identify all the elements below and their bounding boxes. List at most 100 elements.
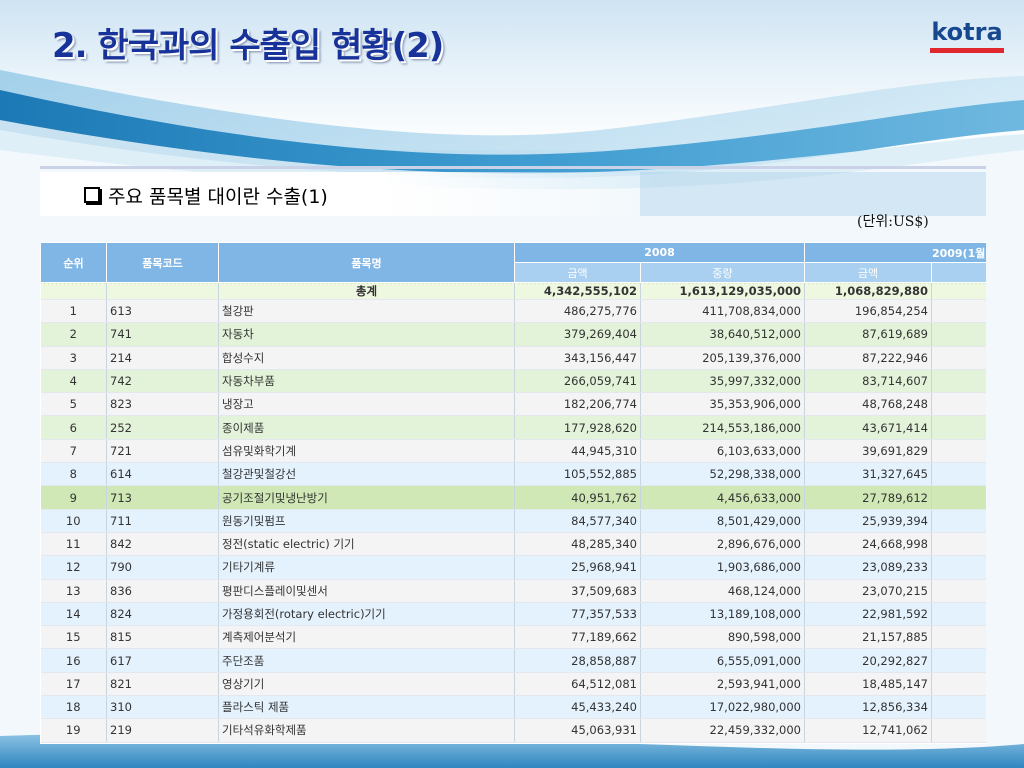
row-rank: 6 <box>40 415 107 440</box>
row-code: 742 <box>106 369 219 394</box>
row-amount-2009: 196,854,254 <box>804 299 932 324</box>
row-amount-2008: 77,357,533 <box>514 602 641 627</box>
table-row: 15 815 계측제어분석기 77,189,662 890,598,000 21,157,… <box>40 625 986 650</box>
row-amount-2009: 87,619,689 <box>804 322 932 347</box>
row-code: 842 <box>106 532 219 557</box>
row-rank: 18 <box>40 695 107 720</box>
row-amount-2009: 22,981,592 <box>804 602 932 627</box>
row-weight-2008: 205,139,376,000 <box>640 346 805 370</box>
table-row: 1 613 철강판 486,275,776 411,708,834,000 196,854… <box>40 299 986 324</box>
row-name: 주단조품 <box>218 648 515 673</box>
table-row: 17 821 영상기기 64,512,081 2,593,941,000 18,485,1… <box>40 672 986 697</box>
row-code: 617 <box>106 648 219 673</box>
table-row: 11 842 정전(static electric) 기기 48,285,340 2,8… <box>40 532 986 557</box>
kotra-logo: kotra <box>924 12 1010 54</box>
row-name: 자동차 <box>218 322 515 347</box>
row-blank <box>931 625 986 650</box>
row-code: 310 <box>106 695 219 720</box>
table-row: 10 711 원동기및펌프 84,577,340 8,501,429,000 25,939… <box>40 509 986 533</box>
row-rank: 14 <box>40 602 107 627</box>
row-code: 824 <box>106 602 219 627</box>
row-code: 219 <box>106 718 219 743</box>
row-blank <box>931 718 986 743</box>
row-name: 원동기및펌프 <box>218 509 515 533</box>
row-amount-2008: 45,433,240 <box>514 695 641 720</box>
row-name: 가정용회전(rotary electric)기기 <box>218 602 515 627</box>
row-rank: 4 <box>40 369 107 394</box>
row-weight-2008: 2,593,941,000 <box>640 672 805 697</box>
row-name: 영상기기 <box>218 672 515 697</box>
header-name: 품목명 <box>218 242 515 283</box>
row-name: 계측제어분석기 <box>218 625 515 650</box>
row-weight-2008: 35,997,332,000 <box>640 369 805 394</box>
row-weight-2008: 52,298,338,000 <box>640 462 805 487</box>
table-row: 12 790 기타기계류 25,968,941 1,903,686,000 23,089,… <box>40 555 986 580</box>
total-amount-2009: 1,068,829,880 <box>804 282 932 300</box>
row-blank <box>931 346 986 370</box>
row-blank <box>931 299 986 324</box>
row-weight-2008: 411,708,834,000 <box>640 299 805 324</box>
subtitle-text: 주요 품목별 대이란 수출(1) <box>108 186 328 208</box>
row-code: 713 <box>106 485 219 510</box>
table-row: 16 617 주단조품 28,858,887 6,555,091,000 20,292,8… <box>40 648 986 673</box>
row-amount-2009: 83,714,607 <box>804 369 932 394</box>
row-weight-2008: 13,189,108,000 <box>640 602 805 627</box>
logo-wordmark: kotra <box>931 18 1003 46</box>
row-name: 합성수지 <box>218 346 515 370</box>
row-rank: 16 <box>40 648 107 673</box>
row-name: 냉장고 <box>218 392 515 417</box>
header-rank: 순위 <box>40 242 107 283</box>
row-rank: 3 <box>40 346 107 370</box>
row-amount-2009: 18,485,147 <box>804 672 932 697</box>
row-name: 정전(static electric) 기기 <box>218 532 515 557</box>
table-row: 7 721 섬유및화학기계 44,945,310 6,103,633,000 39,691… <box>40 439 986 464</box>
row-rank: 19 <box>40 718 107 743</box>
row-weight-2008: 890,598,000 <box>640 625 805 650</box>
row-rank: 1 <box>40 299 107 324</box>
row-name: 철강판 <box>218 299 515 324</box>
row-amount-2008: 182,206,774 <box>514 392 641 417</box>
row-amount-2008: 486,275,776 <box>514 299 641 324</box>
row-amount-2009: 48,768,248 <box>804 392 932 417</box>
row-amount-2009: 20,292,827 <box>804 648 932 673</box>
row-code: 741 <box>106 322 219 347</box>
row-blank <box>931 439 986 464</box>
header-blank <box>931 262 986 283</box>
table-row: 9 713 공기조절기및냉난방기 40,951,762 4,456,633,000 27,… <box>40 485 986 510</box>
table-row: 8 614 철강관및철강선 105,552,885 52,298,338,000 31,3… <box>40 462 986 487</box>
row-rank: 9 <box>40 485 107 510</box>
row-weight-2008: 8,501,429,000 <box>640 509 805 533</box>
logo-underline <box>930 48 1004 53</box>
row-name: 플라스틱 제품 <box>218 695 515 720</box>
row-blank <box>931 695 986 720</box>
row-amount-2008: 105,552,885 <box>514 462 641 487</box>
row-amount-2008: 40,951,762 <box>514 485 641 510</box>
row-blank <box>931 415 986 440</box>
row-code: 790 <box>106 555 219 580</box>
row-weight-2008: 214,553,186,000 <box>640 415 805 440</box>
row-amount-2008: 64,512,081 <box>514 672 641 697</box>
section-subtitle: 주요 품목별 대이란 수출(1) <box>84 182 328 209</box>
row-amount-2009: 87,222,946 <box>804 346 932 370</box>
row-amount-2008: 84,577,340 <box>514 509 641 533</box>
row-name: 철강관및철강선 <box>218 462 515 487</box>
table-row: 19 219 기타석유화학제품 45,063,931 22,459,332,000 12,… <box>40 718 986 743</box>
row-code: 614 <box>106 462 219 487</box>
row-code: 721 <box>106 439 219 464</box>
row-rank: 17 <box>40 672 107 697</box>
row-amount-2008: 25,968,941 <box>514 555 641 580</box>
row-amount-2008: 48,285,340 <box>514 532 641 557</box>
row-weight-2008: 6,103,633,000 <box>640 439 805 464</box>
row-blank <box>931 555 986 580</box>
total-amount-2008: 4,342,555,102 <box>514 282 641 300</box>
row-amount-2009: 12,741,062 <box>804 718 932 743</box>
total-label: 총계 <box>218 282 515 300</box>
row-blank <box>931 602 986 627</box>
row-rank: 15 <box>40 625 107 650</box>
row-blank <box>931 648 986 673</box>
row-rank: 10 <box>40 509 107 533</box>
row-rank: 11 <box>40 532 107 557</box>
row-rank: 8 <box>40 462 107 487</box>
export-table-container: 순위 품목코드 품목명 2008 2009(1월~04월 금액 중량 금액 총계… <box>40 242 986 744</box>
table-row: 6 252 종이제품 177,928,620 214,553,186,000 43,671… <box>40 415 986 440</box>
